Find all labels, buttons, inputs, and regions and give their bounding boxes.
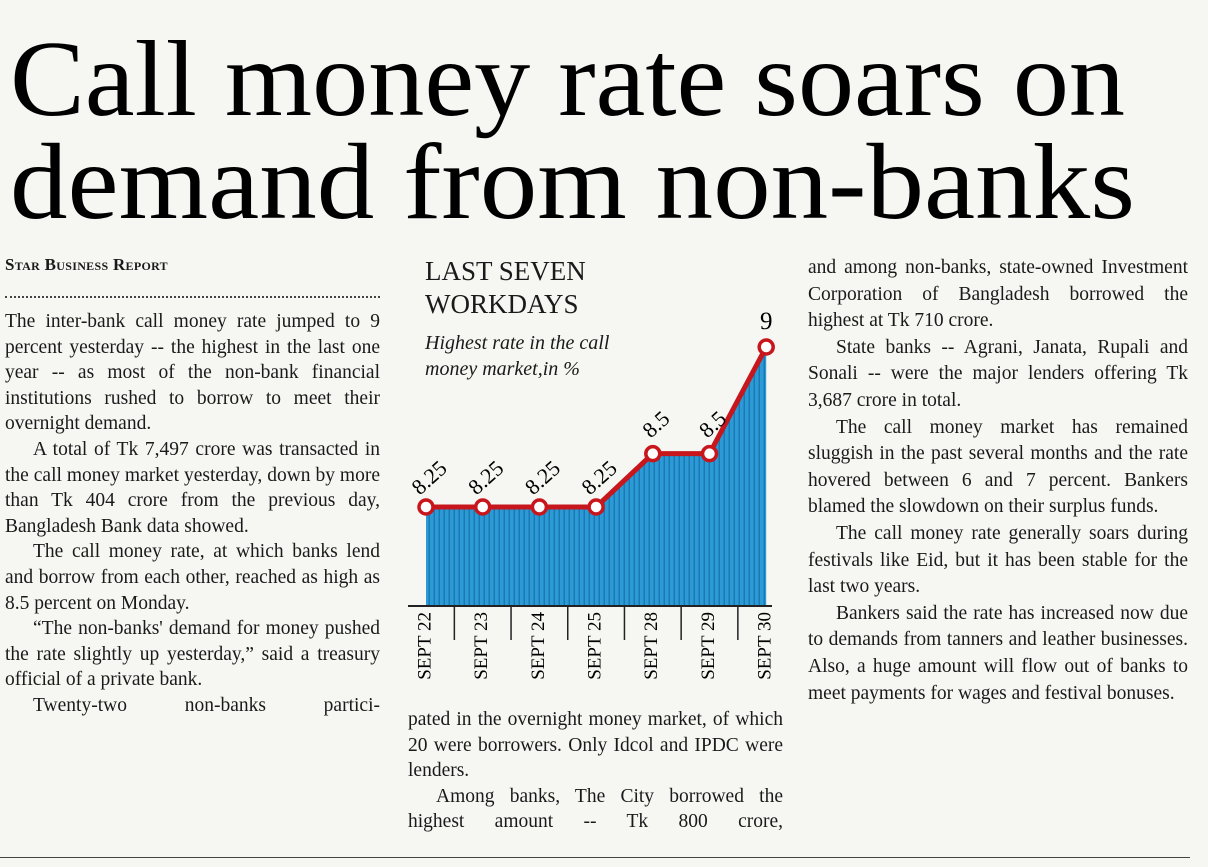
- column: The inter-bank call money rate jumped to…: [5, 309, 380, 719]
- x-tick-label: SEPT 28: [641, 612, 662, 680]
- paragraph: “The non-banks' demand for money pushed …: [5, 618, 380, 691]
- value-label: 8.5: [637, 406, 674, 443]
- paragraph: A total of Tk 7,497 crore was transacted…: [5, 438, 380, 537]
- x-tick-label: SEPT 24: [528, 612, 549, 680]
- bottom-rule: [0, 857, 1190, 858]
- marker: [587, 498, 605, 516]
- marker: [530, 498, 549, 516]
- chart-title: LAST SEVEN WORKDAYS: [425, 256, 586, 319]
- area: [426, 347, 767, 606]
- paragraph: Among banks, The City borrowed the highe…: [408, 785, 783, 833]
- value-label: 9: [760, 308, 773, 335]
- value-label: 8.25: [406, 455, 451, 499]
- column: pated in the overnight money market, of …: [408, 707, 783, 835]
- value-label: 8.25: [463, 455, 508, 499]
- chart-subtitle: Highest rate in the call money market,in…: [425, 332, 610, 380]
- x-tick-label: SEPT 22: [414, 612, 435, 680]
- marker: [757, 338, 775, 356]
- marker: [473, 498, 492, 516]
- x-tick-label: SEPT 30: [755, 612, 776, 680]
- marker: [644, 444, 662, 463]
- column: and among non-banks, state-owned Investm…: [808, 255, 1188, 707]
- paragraph: The call money market has remained slugg…: [808, 416, 1188, 518]
- headline-line: demand from non-banks: [10, 123, 1135, 240]
- paragraph: The call money rate generally soars duri…: [808, 522, 1188, 598]
- paragraph: and among non-banks, state-owned Investm…: [808, 257, 1188, 332]
- divider: [5, 296, 380, 298]
- x-tick-label: SEPT 23: [471, 612, 492, 680]
- paragraph: pated in the overnight money market, of …: [408, 709, 783, 782]
- x-tick-label: SEPT 25: [584, 612, 605, 680]
- marker: [700, 444, 719, 463]
- chart: SEPT 22 SEPT 23 SEPT 24 SEPT 25 SEPT 28 SEPT …: [406, 308, 776, 680]
- headline-line: Call money rate soars on: [10, 20, 1125, 139]
- paragraph: The inter-bank call money rate jumped to…: [5, 311, 380, 435]
- paragraph: State banks -- Agrani, Janata, Rupali an…: [808, 336, 1188, 411]
- paragraph: Twenty-two non-banks partici-: [33, 694, 380, 716]
- paragraph: Bankers said the rate has increased now …: [808, 602, 1188, 704]
- paragraph: The call money rate, at which banks lend…: [5, 541, 380, 614]
- headline: Call money rate soars on demand from non…: [10, 20, 1135, 240]
- value-label: 8.25: [520, 455, 565, 499]
- x-tick-label: SEPT 29: [698, 612, 719, 680]
- byline: Star Business Report: [5, 255, 168, 274]
- marker: [417, 498, 435, 516]
